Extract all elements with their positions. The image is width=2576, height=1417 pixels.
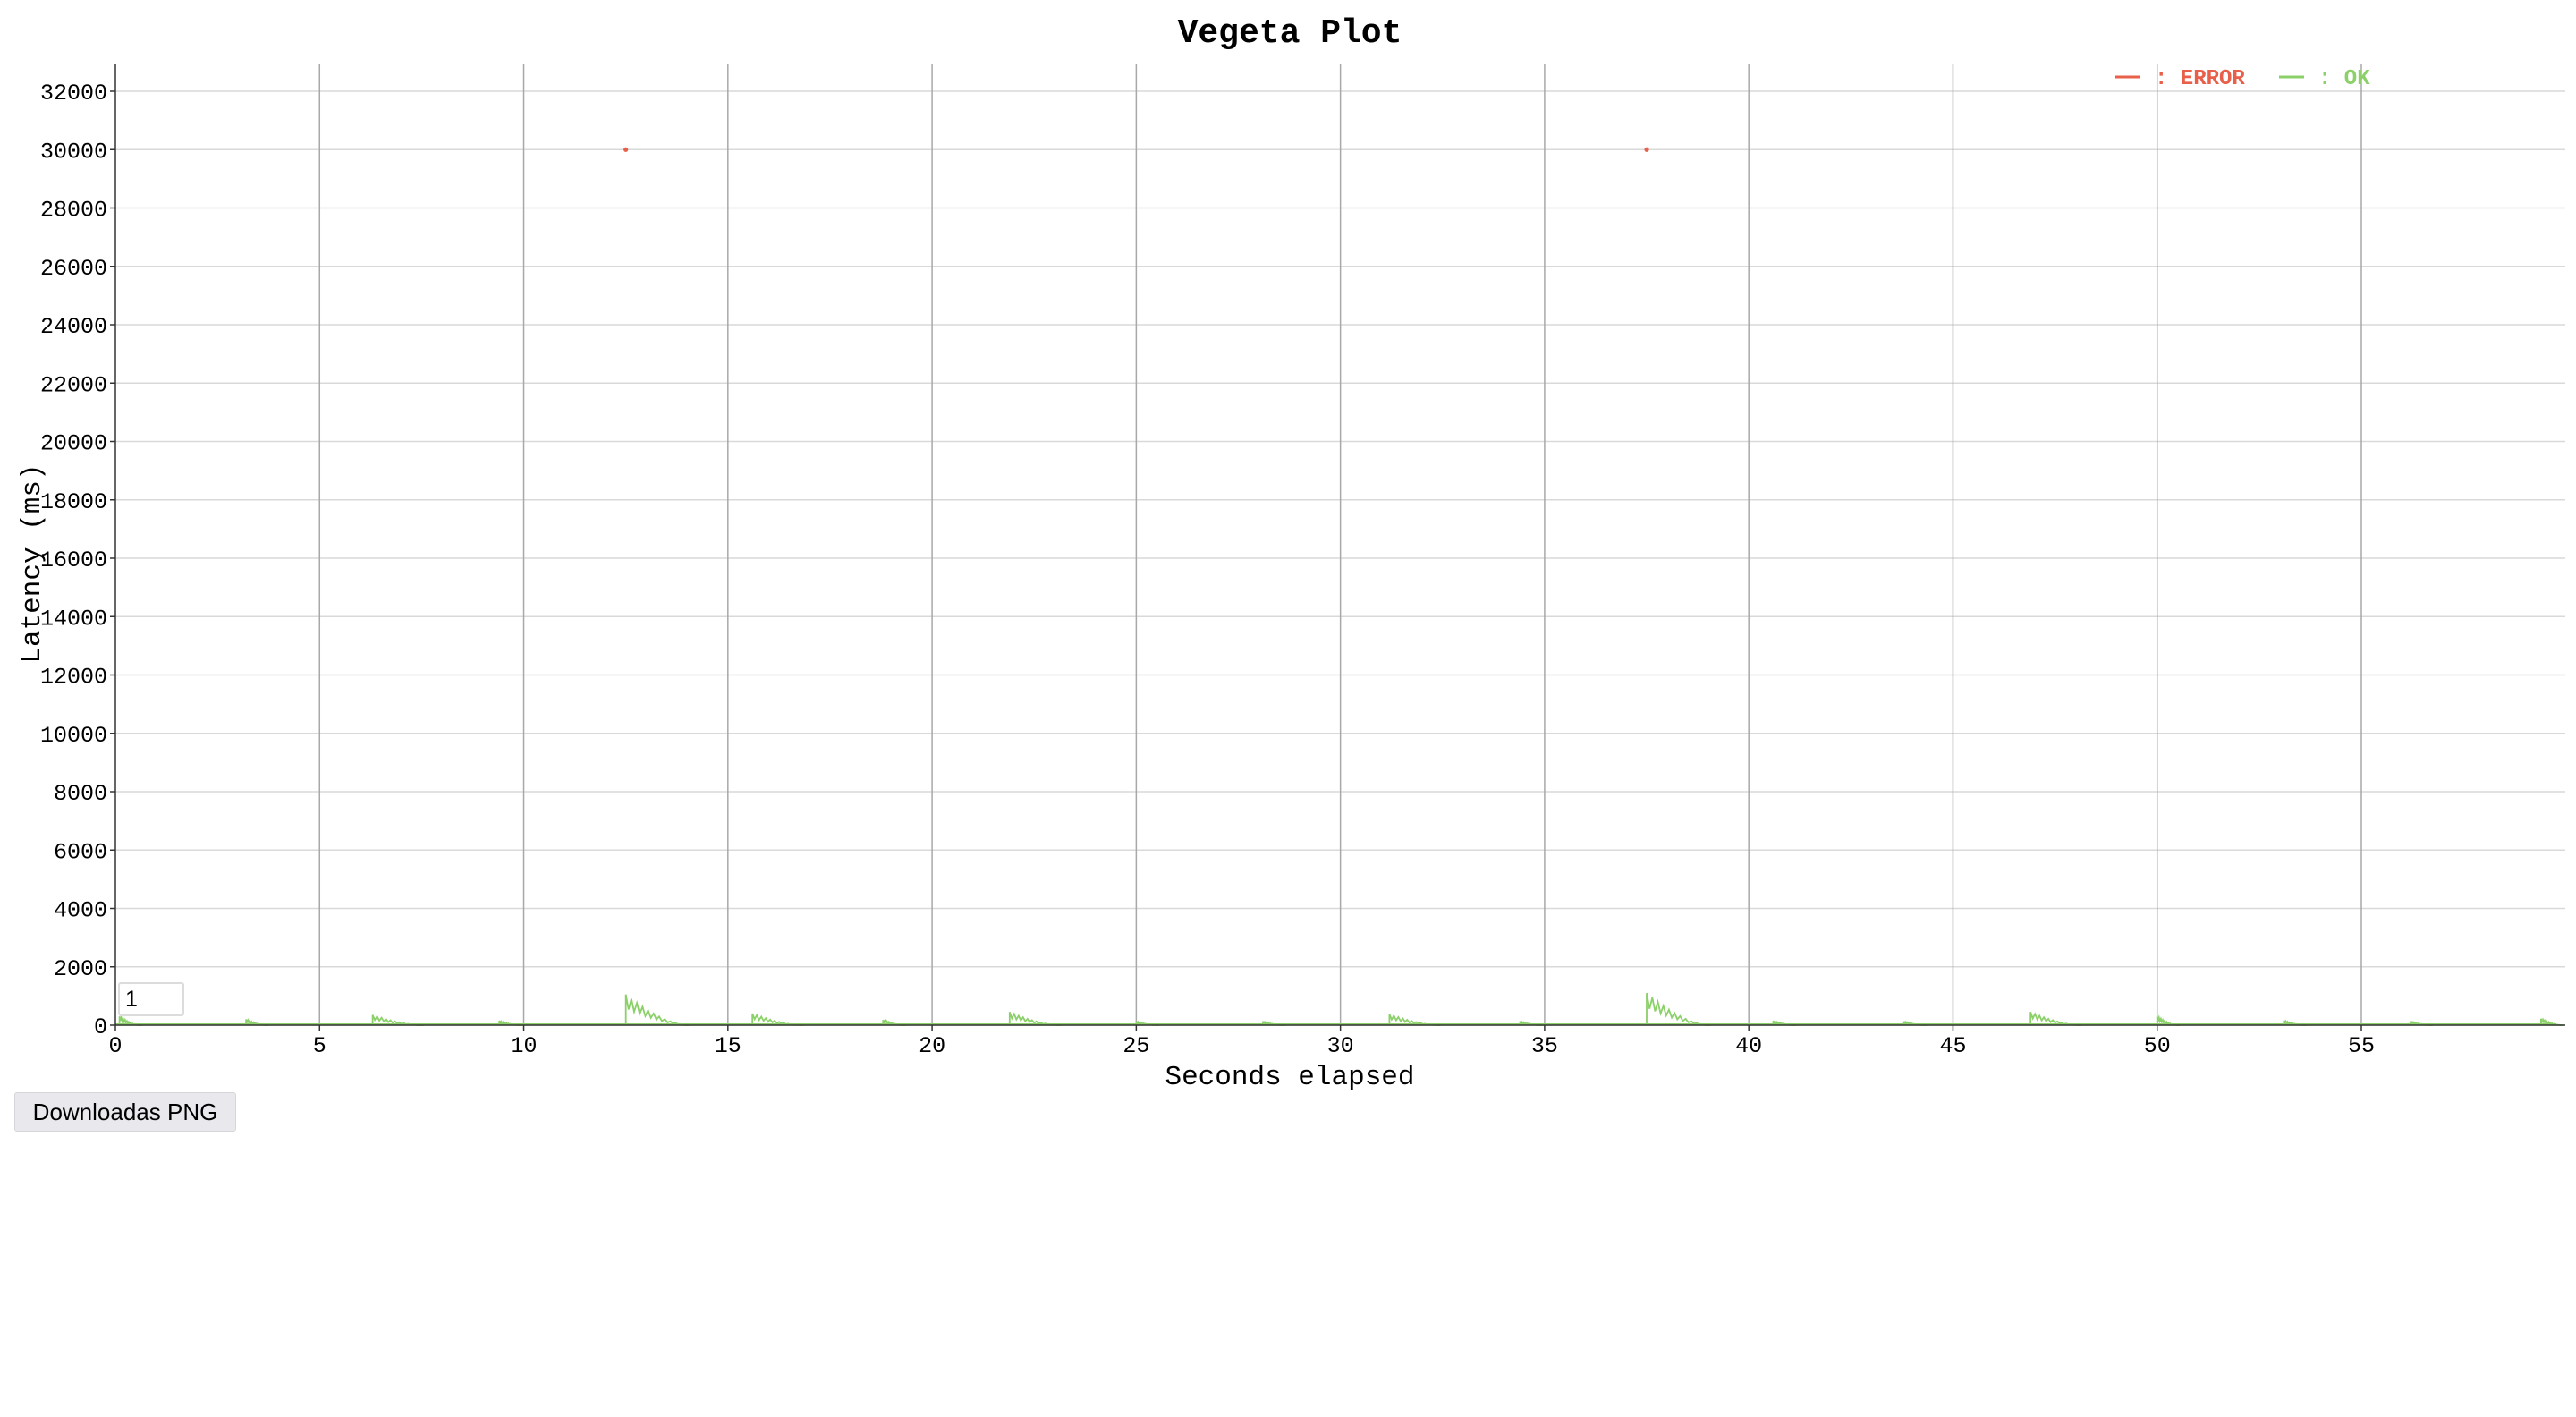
y-tick-label: 6000 bbox=[54, 839, 107, 865]
chart-title: Vegeta Plot bbox=[1178, 14, 1402, 53]
y-axis-ticks: 0 2000 4000 6000 8000 10000 12000 14000 16000 180… bbox=[40, 81, 115, 1040]
x-tick-label: 15 bbox=[715, 1033, 741, 1059]
legend-ok-label: : OK bbox=[2318, 67, 2370, 91]
y-axis-label: Latency (ms) bbox=[17, 463, 48, 663]
legend: : ERROR : OK bbox=[2115, 67, 2370, 91]
y-tick-label: 12000 bbox=[40, 665, 107, 691]
y-tick-label: 28000 bbox=[40, 198, 107, 224]
download-png-button[interactable]: Downloadas PNG bbox=[14, 1092, 236, 1132]
x-axis-label: Seconds elapsed bbox=[1165, 1062, 1414, 1093]
ok-series bbox=[115, 992, 2563, 1026]
y-tick-label: 32000 bbox=[40, 81, 107, 106]
y-tick-label: 22000 bbox=[40, 372, 107, 398]
y-tick-label: 20000 bbox=[40, 431, 107, 457]
y-tick-label: 30000 bbox=[40, 139, 107, 165]
ok-latency-burst bbox=[624, 994, 690, 1026]
vertical-gridlines bbox=[318, 64, 2362, 1025]
x-tick-label: 10 bbox=[511, 1033, 538, 1059]
x-tick-label: 20 bbox=[919, 1033, 945, 1059]
y-tick-label: 10000 bbox=[40, 723, 107, 749]
x-tick-label: 0 bbox=[108, 1033, 122, 1059]
y-tick-label: 4000 bbox=[54, 898, 107, 924]
legend-error-label: : ERROR bbox=[2155, 67, 2245, 91]
error-point bbox=[623, 147, 629, 152]
y-tick-label: 0 bbox=[94, 1014, 107, 1040]
y-tick-label: 18000 bbox=[40, 489, 107, 515]
y-tick-label: 14000 bbox=[40, 606, 107, 632]
ok-latency-burst bbox=[1008, 1012, 1061, 1026]
y-tick-label: 24000 bbox=[40, 314, 107, 340]
x-tick-label: 5 bbox=[313, 1033, 326, 1059]
y-tick-label: 2000 bbox=[54, 956, 107, 982]
y-tick-label: 8000 bbox=[54, 781, 107, 807]
x-tick-label: 30 bbox=[1327, 1033, 1354, 1059]
ok-latency-burst bbox=[2029, 1012, 2082, 1026]
y-tick-label: 26000 bbox=[40, 256, 107, 282]
x-tick-label: 45 bbox=[1939, 1033, 1966, 1059]
x-axis-ticks: 0 5 10 15 20 25 30 35 40 45 50 55 bbox=[108, 1025, 2375, 1059]
x-tick-label: 40 bbox=[1735, 1033, 1762, 1059]
x-tick-label: 25 bbox=[1123, 1033, 1149, 1059]
y-tick-label: 16000 bbox=[40, 547, 107, 573]
range-input[interactable] bbox=[118, 982, 184, 1016]
x-tick-label: 55 bbox=[2348, 1033, 2375, 1059]
x-tick-label: 35 bbox=[1531, 1033, 1558, 1059]
error-series bbox=[623, 147, 1649, 152]
x-tick-label: 50 bbox=[2144, 1033, 2171, 1059]
ok-latency-burst bbox=[1646, 992, 1710, 1026]
error-point bbox=[1644, 147, 1649, 152]
